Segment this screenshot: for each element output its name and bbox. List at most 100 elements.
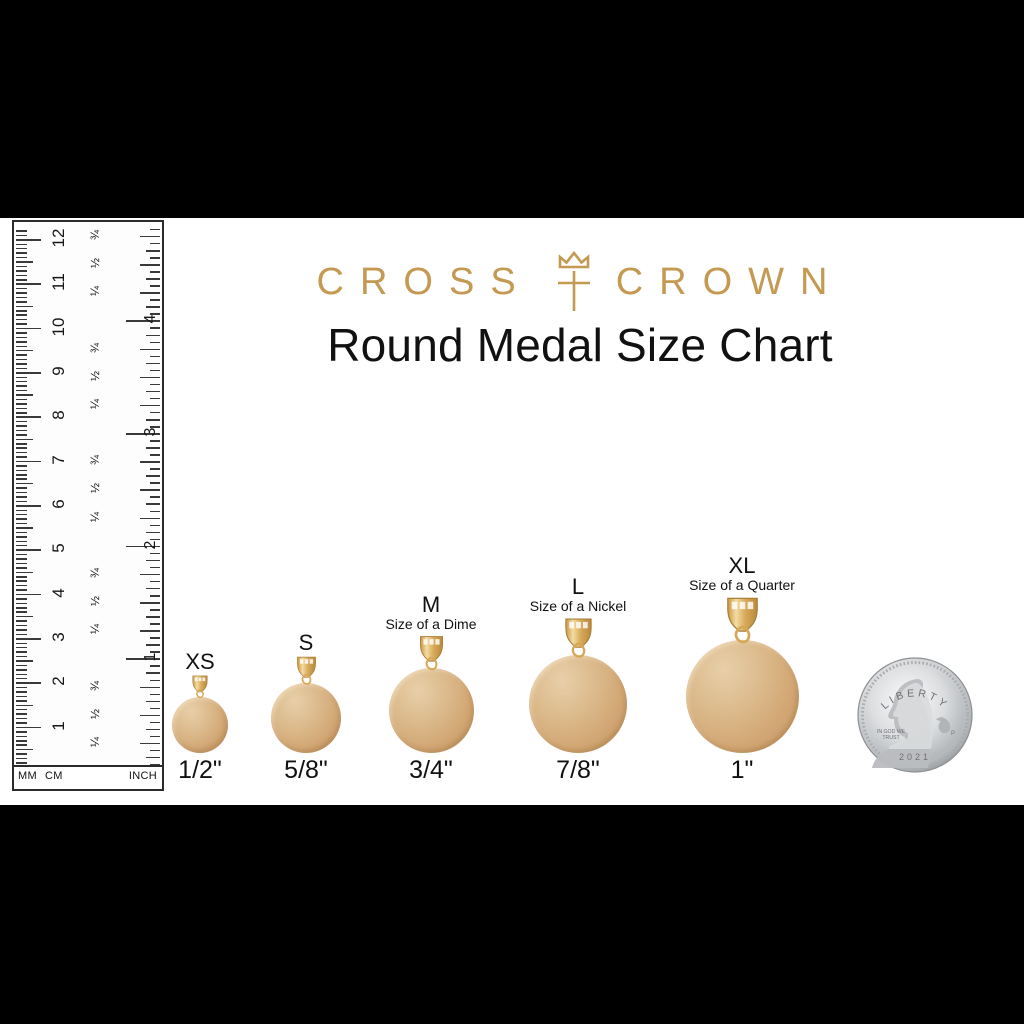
ruler-tick-mm (16, 318, 27, 321)
ruler-tick-inch (150, 383, 160, 386)
ruler-tick-inch (150, 313, 160, 315)
ruler-tick-inch (150, 764, 160, 766)
ruler-tick-mm (16, 234, 27, 237)
ruler-label-mm: MM (18, 770, 37, 782)
ruler-mm-scale (14, 222, 44, 789)
ruler-tick-inch (126, 545, 160, 548)
ruler-tick-mm (16, 735, 27, 738)
ruler-tick-inch (150, 566, 160, 569)
ruler-tick-mm (16, 380, 27, 383)
ruler-tick-mm (16, 753, 27, 755)
ruler-tick-mm (16, 420, 27, 423)
ruler-tick-inch (140, 573, 160, 576)
ruler-tick-inch (150, 228, 160, 231)
ruler-tick-inch (140, 602, 160, 604)
medal-item[interactable]: XL Size of a Quarter 1" (632, 553, 852, 783)
medal-item[interactable]: S 5/8" (196, 631, 416, 783)
ruler-tick-inch (146, 362, 160, 365)
ruler-tick-mm (16, 553, 27, 556)
ruler-tick-inch (150, 609, 160, 611)
coin-mintmark: P (951, 731, 955, 737)
ruler-tick-inch (150, 496, 160, 498)
ruler-tick-mm (16, 531, 27, 534)
ruler-tick-mm (16, 704, 33, 707)
ruler-tick-mm (16, 691, 27, 693)
medal-artwork (529, 616, 627, 753)
ruler-tick-inch (140, 292, 160, 294)
ruler-tick-mm (16, 247, 27, 250)
ruler-tick-mm (16, 363, 27, 365)
ruler-tick-mm (16, 744, 27, 746)
ruler-tick-mm (16, 695, 27, 698)
ruler-label-cm: CM (45, 770, 63, 782)
medal-comparison-note: Size of a Nickel (529, 597, 627, 614)
ruler-tick-mm (16, 465, 27, 467)
ruler-tick-mm (16, 633, 27, 636)
ruler-tick-inch (146, 644, 160, 646)
medal-disc[interactable] (388, 668, 474, 753)
ruler-tick-mm (16, 607, 27, 609)
ruler-tick-inch (146, 503, 160, 505)
ruler-tick-mm (16, 296, 27, 299)
ruler-tick-mm (16, 700, 27, 702)
ruler-tick-inch (150, 651, 160, 653)
brand-word-cross: CROSS (316, 261, 532, 303)
ruler-tick-inch (150, 411, 160, 414)
ruler-inch-scale: 43210 (106, 222, 162, 789)
medal-disc[interactable] (685, 640, 799, 753)
ruler-tick-mm (16, 500, 27, 503)
ruler-tick-inch (146, 334, 160, 337)
ruler-tick-inch (150, 355, 160, 358)
ruler-tick-mm (16, 265, 27, 268)
ruler-tick-mm (16, 478, 27, 480)
ruler-tick-mm (16, 323, 27, 325)
pendant-bail-icon (561, 616, 596, 661)
ruler-tick-mm (16, 358, 27, 361)
medal-size-label: M (421, 591, 441, 617)
ruler-tick-mm (16, 518, 27, 520)
ruler-tick-mm (16, 686, 27, 689)
ruler-tick-mm (16, 549, 41, 551)
ruler-tick-mm (16, 292, 27, 294)
ruler-tick-mm (16, 434, 27, 436)
ruler-tick-mm (16, 708, 27, 711)
us-quarter-coin: LIBERTY IN GOD WE TRUST 2021 P (855, 655, 975, 775)
ruler-tick-mm (16, 638, 41, 640)
medal-dimension-label: 5/8" (284, 756, 328, 784)
ruler-tick-inch (150, 482, 160, 484)
ruler-tick-inch (150, 665, 160, 667)
ruler-tick-mm (16, 713, 27, 715)
ruler-tick-mm (16, 279, 27, 281)
ruler-tick-inch (150, 623, 160, 625)
ruler-tick-mm (16, 398, 27, 401)
ruler-tick-mm (16, 748, 33, 751)
medal-item[interactable]: XS 1/2" (90, 650, 310, 783)
medal-item[interactable]: L Size of a Nickel 7/8" (468, 574, 688, 783)
ruler-tick-mm (16, 416, 41, 418)
ruler-tick-mm (16, 717, 27, 720)
ruler-tick-mm (16, 305, 33, 308)
ruler-label-inch: INCH (128, 770, 157, 782)
ruler-tick-inch (140, 742, 160, 745)
medal-artwork (172, 674, 228, 753)
ruler-tick-inch (150, 285, 160, 287)
medal-disc[interactable] (172, 697, 228, 753)
ruler-tick-inch (146, 306, 160, 308)
ruler-tick-inch (150, 580, 160, 583)
medal-disc[interactable] (271, 683, 341, 753)
ruler-tick-mm (16, 345, 27, 348)
ruler-tick-mm (16, 451, 27, 454)
ruler-tick-mm (16, 611, 27, 613)
ruler-tick-mm (16, 270, 27, 272)
medal-disc[interactable] (529, 655, 627, 753)
ruler-tick-inch (150, 735, 160, 738)
ruler-tick-inch (146, 587, 160, 590)
medal-item[interactable]: M Size of a Dime 3/4" (321, 591, 541, 783)
ruler-tick-inch (150, 538, 160, 541)
ruler-tick-inch (150, 707, 160, 710)
ruler-tick-inch (140, 686, 160, 689)
ruler-tick-inch (140, 714, 160, 717)
ruler-tick-inch (140, 517, 160, 520)
ruler-tick-mm (16, 412, 27, 414)
ruler-tick-mm (16, 487, 27, 489)
